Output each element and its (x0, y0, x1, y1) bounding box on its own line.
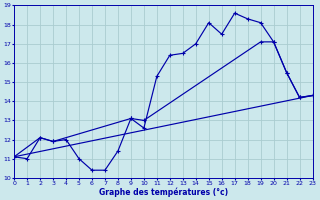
X-axis label: Graphe des températures (°c): Graphe des températures (°c) (99, 187, 228, 197)
